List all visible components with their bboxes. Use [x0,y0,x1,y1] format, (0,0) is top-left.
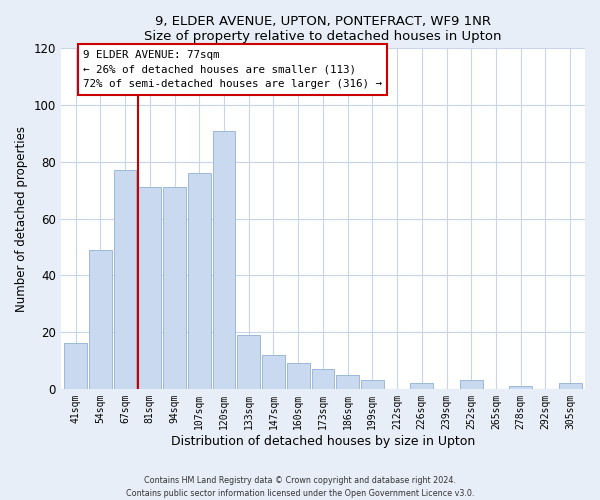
Bar [287,364,310,389]
Bar [163,188,186,389]
Bar [311,369,334,389]
Text: Contains HM Land Registry data © Crown copyright and database right 2024.
Contai: Contains HM Land Registry data © Crown c… [126,476,474,498]
Bar [212,130,235,389]
Bar [509,386,532,389]
Bar [114,170,136,389]
Bar [336,374,359,389]
Bar [139,188,161,389]
Bar [262,355,285,389]
Bar [89,250,112,389]
Bar [64,344,87,389]
Bar [410,383,433,389]
X-axis label: Distribution of detached houses by size in Upton: Distribution of detached houses by size … [171,434,475,448]
Bar [559,383,581,389]
Y-axis label: Number of detached properties: Number of detached properties [15,126,28,312]
Bar [361,380,384,389]
Bar [460,380,482,389]
Title: 9, ELDER AVENUE, UPTON, PONTEFRACT, WF9 1NR
Size of property relative to detache: 9, ELDER AVENUE, UPTON, PONTEFRACT, WF9 … [144,15,502,43]
Bar [188,173,211,389]
Text: 9 ELDER AVENUE: 77sqm
← 26% of detached houses are smaller (113)
72% of semi-det: 9 ELDER AVENUE: 77sqm ← 26% of detached … [83,50,382,90]
Bar [238,335,260,389]
